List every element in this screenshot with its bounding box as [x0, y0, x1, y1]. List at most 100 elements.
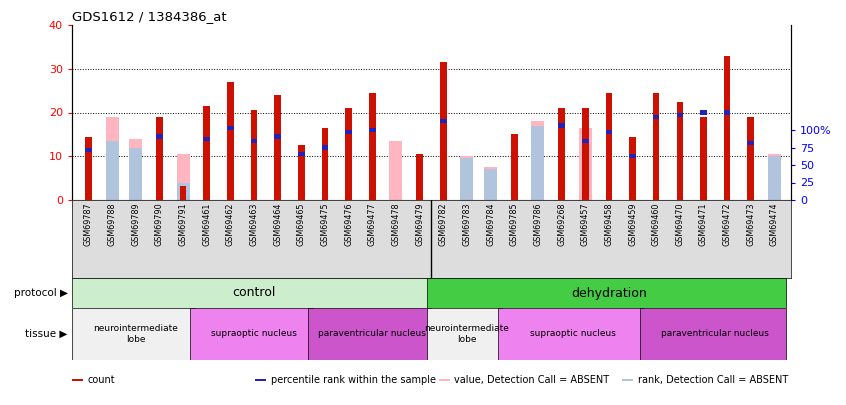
Bar: [558, 124, 565, 128]
Bar: [582, 108, 589, 200]
Text: GSM69478: GSM69478: [392, 202, 400, 246]
Bar: [72, 278, 431, 308]
Bar: [511, 134, 518, 200]
Bar: [345, 130, 352, 134]
Text: GSM69477: GSM69477: [368, 202, 376, 246]
Bar: [255, 379, 266, 381]
Bar: [768, 156, 781, 200]
Bar: [157, 134, 162, 139]
Bar: [460, 156, 474, 200]
Text: paraventricular nucleus: paraventricular nucleus: [318, 330, 426, 339]
Bar: [85, 147, 91, 152]
Bar: [440, 119, 447, 124]
Text: neurointermediate
lobe: neurointermediate lobe: [93, 324, 179, 344]
Bar: [190, 308, 313, 360]
Text: GSM69464: GSM69464: [273, 202, 283, 246]
Text: GSM69788: GSM69788: [107, 202, 117, 246]
Text: neurointermediate
lobe: neurointermediate lobe: [425, 324, 509, 344]
Text: GSM69476: GSM69476: [344, 202, 353, 246]
Bar: [177, 183, 190, 200]
Text: GSM69474: GSM69474: [770, 202, 779, 246]
Bar: [700, 110, 706, 115]
Text: GSM69268: GSM69268: [557, 202, 566, 246]
Bar: [629, 136, 636, 200]
Bar: [768, 154, 781, 200]
Text: percentile rank within the sample: percentile rank within the sample: [271, 375, 436, 385]
Bar: [426, 308, 503, 360]
Text: GDS1612 / 1384386_at: GDS1612 / 1384386_at: [72, 10, 227, 23]
Bar: [440, 62, 447, 200]
Bar: [748, 117, 754, 200]
Bar: [203, 136, 210, 141]
Bar: [497, 308, 645, 360]
Bar: [227, 126, 233, 130]
Bar: [298, 152, 305, 156]
Bar: [579, 128, 591, 200]
Bar: [85, 136, 91, 200]
Bar: [227, 82, 233, 200]
Bar: [179, 186, 186, 200]
Bar: [484, 167, 497, 200]
Text: GSM69457: GSM69457: [580, 202, 590, 246]
Text: GSM69472: GSM69472: [722, 202, 732, 246]
Text: GSM69461: GSM69461: [202, 202, 212, 246]
Bar: [250, 139, 257, 143]
Text: GSM69462: GSM69462: [226, 202, 235, 246]
Text: GSM69785: GSM69785: [510, 202, 519, 246]
Text: GSM69789: GSM69789: [131, 202, 140, 246]
Text: tissue ▶: tissue ▶: [25, 329, 68, 339]
Text: count: count: [87, 375, 115, 385]
Bar: [416, 154, 423, 200]
Text: GSM69475: GSM69475: [321, 202, 329, 246]
Text: control: control: [233, 286, 276, 300]
Bar: [460, 158, 474, 200]
Text: paraventricular nucleus: paraventricular nucleus: [662, 330, 769, 339]
Bar: [426, 278, 786, 308]
Bar: [700, 117, 706, 200]
Text: dehydration: dehydration: [571, 286, 646, 300]
Text: GSM69783: GSM69783: [463, 202, 471, 246]
Bar: [724, 55, 730, 200]
Text: supraoptic nucleus: supraoptic nucleus: [530, 330, 617, 339]
Bar: [622, 379, 634, 381]
Text: protocol ▶: protocol ▶: [14, 288, 68, 298]
Text: supraoptic nucleus: supraoptic nucleus: [212, 330, 297, 339]
Bar: [606, 93, 613, 200]
Text: GSM69782: GSM69782: [439, 202, 448, 246]
Bar: [439, 379, 450, 381]
Text: GSM69458: GSM69458: [604, 202, 613, 246]
Bar: [250, 110, 257, 200]
Bar: [321, 145, 328, 150]
Text: GSM69473: GSM69473: [746, 202, 755, 246]
Bar: [582, 139, 589, 143]
Bar: [157, 117, 162, 200]
Bar: [298, 145, 305, 200]
Text: GSM69787: GSM69787: [84, 202, 93, 246]
Bar: [129, 147, 142, 200]
Bar: [321, 128, 328, 200]
Bar: [274, 134, 281, 139]
Bar: [274, 95, 281, 200]
Bar: [129, 139, 142, 200]
Bar: [106, 117, 118, 200]
Bar: [653, 93, 660, 200]
Bar: [606, 130, 613, 134]
Text: GSM69790: GSM69790: [155, 202, 164, 246]
Bar: [72, 379, 83, 381]
Bar: [106, 141, 118, 200]
Text: GSM69460: GSM69460: [651, 202, 661, 246]
Text: GSM69463: GSM69463: [250, 202, 259, 246]
Bar: [748, 141, 754, 145]
Bar: [640, 308, 786, 360]
Text: GSM69471: GSM69471: [699, 202, 708, 246]
Bar: [677, 113, 684, 117]
Text: GSM69784: GSM69784: [486, 202, 495, 246]
Text: GSM69470: GSM69470: [675, 202, 684, 246]
Bar: [531, 126, 545, 200]
Bar: [203, 106, 210, 200]
Text: GSM69465: GSM69465: [297, 202, 306, 246]
Bar: [369, 93, 376, 200]
Bar: [629, 154, 636, 158]
Text: GSM69459: GSM69459: [628, 202, 637, 246]
Bar: [484, 169, 497, 200]
